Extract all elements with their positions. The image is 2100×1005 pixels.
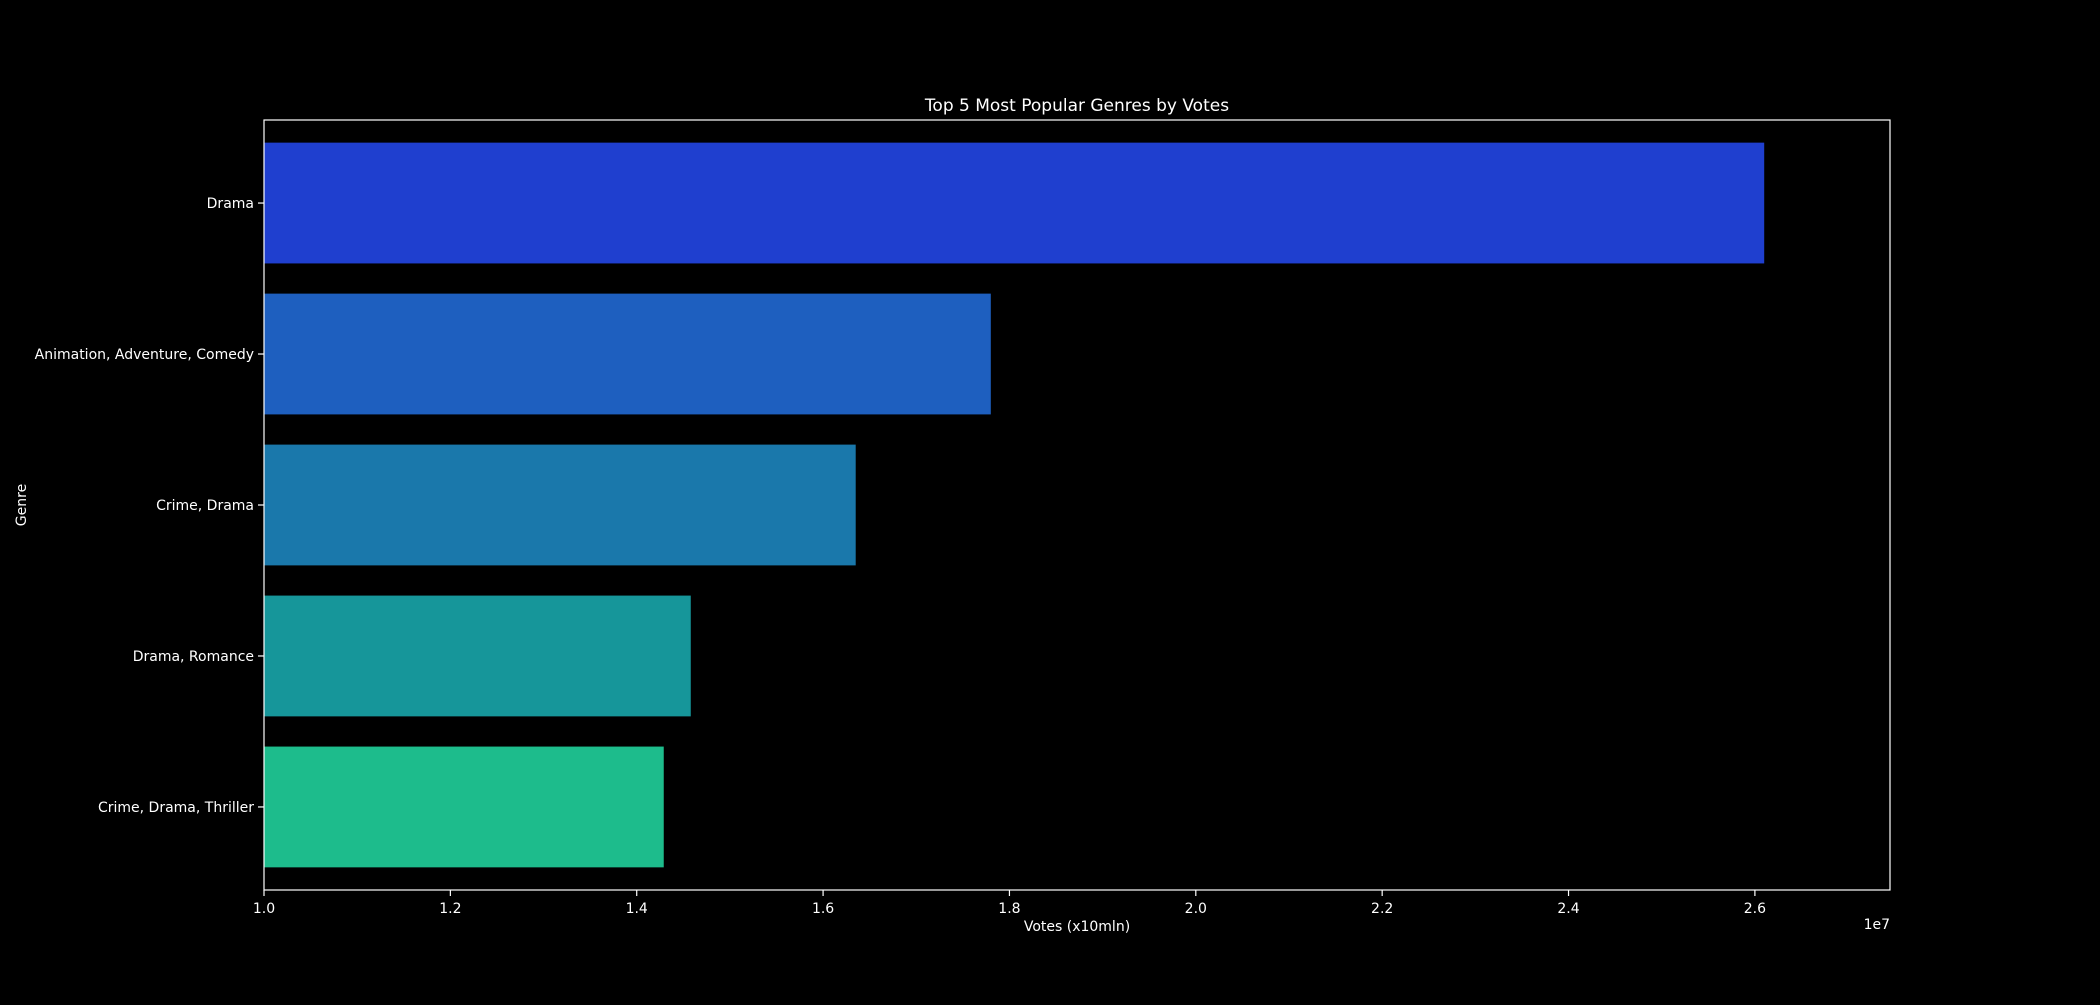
x-tick-label: 1.2: [439, 901, 461, 917]
bar: [264, 595, 691, 717]
x-axis-label: Votes (x10mln): [1024, 919, 1130, 935]
x-tick-label: 2.0: [1185, 901, 1207, 917]
chart-title: Top 5 Most Popular Genres by Votes: [924, 96, 1229, 116]
x-tick-label: 1.4: [626, 901, 648, 917]
bar: [264, 444, 856, 566]
x-tick-label: 1.0: [253, 901, 275, 917]
bars-layer: [264, 142, 1765, 868]
bar: [264, 293, 991, 415]
plot-frame: [263, 119, 1891, 891]
bar: [264, 746, 664, 868]
y-tick-label: Drama: [207, 196, 254, 212]
ticks-layer: Drama Animation, Adventure, Comedy Crime, …: [35, 196, 1766, 917]
x-tick-label: 2.6: [1744, 901, 1766, 917]
y-tick-label: Crime, Drama, Thriller: [98, 800, 254, 816]
x-axis-offset-label: 1e7: [1864, 917, 1890, 933]
y-tick-label: Animation, Adventure, Comedy: [35, 347, 254, 363]
x-tick-label: 1.8: [998, 901, 1020, 917]
y-tick-label: Crime, Drama: [156, 498, 254, 514]
x-tick-label: 2.2: [1371, 901, 1393, 917]
y-tick-label: Drama, Romance: [133, 649, 254, 665]
y-axis-label: Genre: [14, 484, 30, 526]
x-tick-label: 2.4: [1557, 901, 1579, 917]
bar: [264, 142, 1765, 264]
x-tick-label: 1.6: [812, 901, 834, 917]
